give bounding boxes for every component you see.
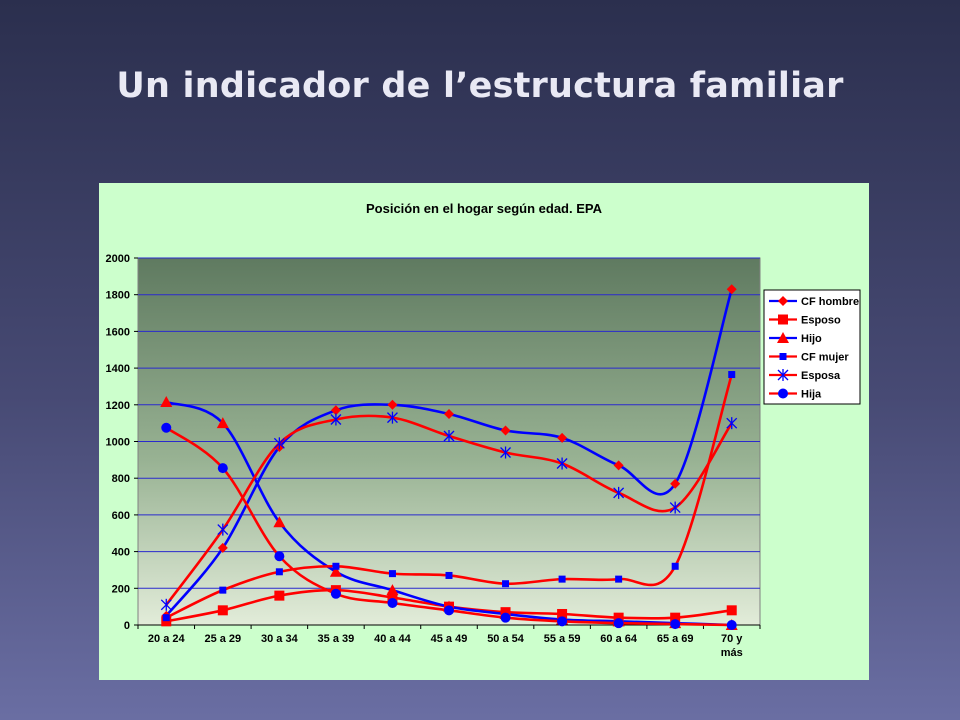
- point-cf-hombre: [330, 405, 341, 416]
- point-cf-hombre: [670, 478, 681, 489]
- point-hija: [387, 597, 398, 608]
- gridlines: [138, 257, 760, 589]
- y-tick-label: 600: [112, 510, 130, 522]
- point-hijo: [216, 417, 229, 429]
- y-tick-label: 1600: [106, 326, 130, 338]
- point-cf-mujer: [502, 580, 510, 588]
- x-tick-label: 20 a 24: [148, 633, 186, 645]
- point-cf-mujer: [615, 575, 623, 583]
- point-esposo: [274, 590, 285, 601]
- y-tick-label: 800: [112, 473, 130, 485]
- point-hija: [557, 616, 568, 627]
- point-hija: [330, 588, 341, 599]
- point-esposa: [330, 413, 342, 426]
- legend-label-esposa: Esposa: [801, 370, 841, 382]
- point-esposo: [161, 616, 172, 627]
- legend-label-esposo: Esposo: [801, 315, 841, 327]
- legend-marker-cf-hombre: [778, 296, 788, 306]
- point-cf-mujer: [332, 562, 340, 570]
- legend-marker-hija: [778, 388, 788, 399]
- point-esposa: [160, 598, 172, 611]
- x-tick-label: 40 a 44: [374, 633, 412, 645]
- legend-marker-esposa: [777, 369, 789, 381]
- x-tick-label: 45 a 49: [431, 633, 468, 645]
- legend-label-hija: Hija: [801, 389, 822, 401]
- y-tick-label: 1200: [106, 400, 130, 412]
- y-tick-label: 0: [124, 620, 130, 632]
- chart-panel: Posición en el hogar según edad. EPA 0 20…: [99, 183, 869, 680]
- point-cf-mujer: [162, 614, 170, 622]
- x-tick-label: 70 y más: [721, 633, 744, 659]
- point-esposo: [217, 605, 228, 616]
- slide-title: Un indicador de l’estructura familiar: [116, 66, 844, 106]
- point-hijo: [160, 396, 173, 408]
- point-hija: [726, 620, 737, 630]
- point-esposa: [556, 457, 568, 470]
- chart-title: Posición en el hogar según edad. EPA: [366, 201, 603, 216]
- axes: 0 200 400 600 800 1000 1200 1400 1600 1800 2000 20 …: [106, 253, 761, 659]
- x-tick-label: 50 a 54: [487, 633, 525, 645]
- point-cf-hombre: [557, 432, 568, 443]
- point-cf-mujer: [275, 568, 283, 576]
- point-hija: [500, 612, 511, 623]
- y-tick-label: 200: [112, 583, 130, 595]
- point-esposa: [613, 486, 625, 499]
- y-tick-label: 1000: [106, 437, 130, 449]
- x-tick-label: 55 a 59: [544, 633, 581, 645]
- x-tick-label: 65 a 69: [657, 633, 694, 645]
- point-cf-mujer: [445, 571, 453, 579]
- point-esposo: [387, 592, 398, 603]
- point-cf-hombre: [726, 284, 737, 295]
- x-tick-label: 60 a 64: [600, 633, 638, 645]
- x-tick-label: 30 a 34: [261, 633, 299, 645]
- legend-marker-hijo: [777, 332, 789, 343]
- x-tick-label: 35 a 39: [318, 633, 355, 645]
- legend-box: [763, 289, 861, 405]
- point-cf-hombre: [387, 399, 398, 410]
- y-tick-label: 2000: [106, 253, 130, 265]
- point-esposa: [386, 411, 398, 424]
- point-esposa: [669, 501, 681, 514]
- point-cf-mujer: [558, 575, 566, 583]
- point-cf-hombre: [500, 425, 511, 436]
- y-tick-label: 1400: [106, 363, 130, 375]
- point-hijo: [273, 516, 286, 528]
- legend-label-hijo: Hijo: [801, 333, 822, 345]
- series-line-hija: [165, 426, 732, 627]
- point-hija: [217, 463, 228, 474]
- y-tick-label: 400: [112, 547, 130, 559]
- series-layer: [160, 284, 738, 630]
- y-tick-label: 1800: [106, 290, 130, 302]
- point-esposa: [273, 437, 285, 450]
- point-hija: [613, 618, 624, 629]
- point-esposa: [500, 446, 512, 459]
- point-cf-mujer: [728, 371, 736, 379]
- point-cf-hombre: [444, 408, 454, 419]
- point-cf-mujer: [671, 562, 679, 570]
- point-esposa: [726, 417, 738, 430]
- point-hija: [670, 619, 681, 630]
- point-cf-hombre: [217, 542, 228, 553]
- legend-label-cf-mujer: CF mujer: [801, 352, 849, 364]
- legend-marker-esposo: [778, 314, 788, 325]
- line-chart: Posición en el hogar según edad. EPA 0 20…: [106, 201, 861, 659]
- legend-marker-cf-mujer: [779, 353, 787, 360]
- legend: CF hombre Esposo Hijo CF mujer Esposa Hija: [763, 289, 861, 405]
- legend-label-cf-hombre: CF hombre: [801, 296, 859, 308]
- point-hija: [161, 422, 172, 433]
- point-hijo: [386, 584, 399, 596]
- point-hija: [274, 551, 285, 562]
- point-cf-hombre: [613, 460, 624, 471]
- point-cf-mujer: [388, 570, 396, 578]
- point-esposa: [443, 429, 455, 442]
- point-hija: [444, 605, 454, 616]
- point-esposo: [726, 605, 737, 616]
- point-esposa: [217, 523, 229, 536]
- x-tick-label: 25 a 29: [204, 633, 241, 645]
- point-cf-mujer: [219, 586, 227, 594]
- point-hijo: [329, 565, 342, 577]
- series-line-hijo: [165, 400, 732, 627]
